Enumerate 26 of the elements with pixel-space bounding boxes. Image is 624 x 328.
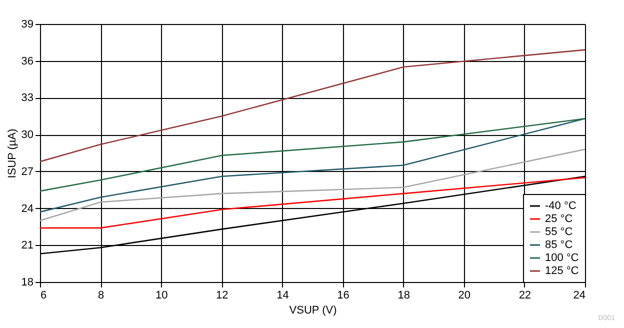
x-tick-label: 12 xyxy=(216,290,228,302)
x-axis-title: VSUP (V) xyxy=(289,304,337,316)
y-tick-label: 18 xyxy=(21,276,34,288)
legend-label: -40 °C xyxy=(545,200,576,212)
y-tick-label: 39 xyxy=(21,18,34,30)
x-tick-label: 22 xyxy=(518,290,532,302)
y-tick-label: 24 xyxy=(21,202,34,215)
y-tick-label: 30 xyxy=(21,129,34,142)
legend-label: 125 °C xyxy=(545,265,579,277)
legend-label: 55 °C xyxy=(545,226,573,238)
x-tick-label: 18 xyxy=(398,290,410,302)
y-tick-label: 27 xyxy=(21,166,34,178)
x-tick-label: 8 xyxy=(98,290,104,302)
x-tick-label: 20 xyxy=(458,290,471,302)
y-tick-label: 33 xyxy=(21,92,34,104)
x-tick-label: 24 xyxy=(573,290,586,302)
x-tick-label: 6 xyxy=(40,290,47,302)
y-tick-label: 21 xyxy=(21,240,34,252)
legend-label: 25 °C xyxy=(545,213,573,225)
legend-label: 85 °C xyxy=(545,239,573,251)
y-tick-label: 36 xyxy=(21,55,34,68)
y-axis-title: ISUP (µA) xyxy=(6,128,18,178)
legend-label: 100 °C xyxy=(545,252,579,264)
x-tick-label: 16 xyxy=(337,290,350,302)
x-tick-label: 14 xyxy=(276,290,289,302)
x-tick-label: 10 xyxy=(155,290,168,302)
